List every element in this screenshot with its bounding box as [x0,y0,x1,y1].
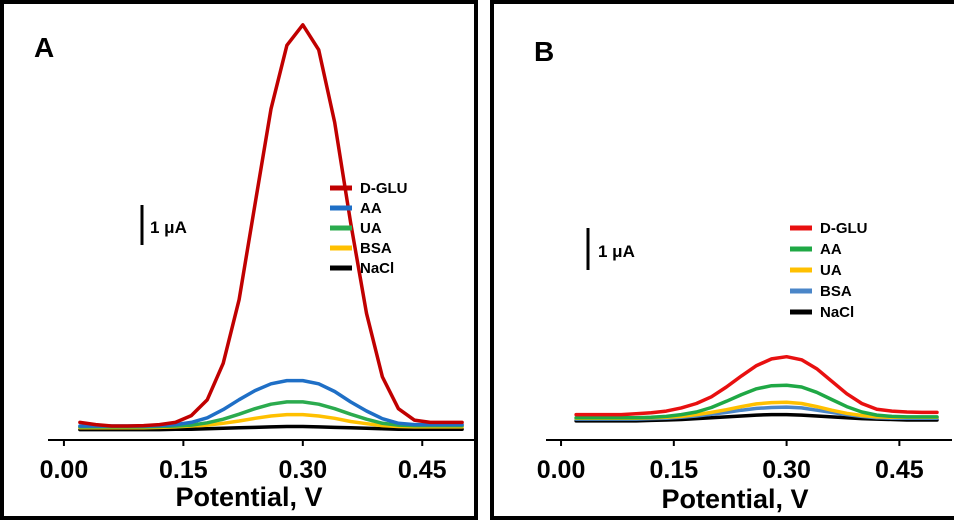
x-tick-label: 0.30 [278,456,327,484]
legend-label: NaCl [360,260,394,277]
panel-label-b: B [534,36,555,67]
x-tick-label: 0.15 [649,456,698,484]
x-tick-label: 0.15 [159,456,208,484]
panel-label-a: A [34,32,55,63]
series-line-d-glu [574,354,939,417]
x-tick-label: 0.45 [398,456,447,484]
x-tick-label: 0.00 [40,456,89,484]
legend-label: AA [360,200,382,217]
legend-label: BSA [820,283,852,300]
legend-label: UA [820,262,842,279]
legend-label: D-GLU [820,220,868,237]
x-axis-title: Potential, V [661,484,808,514]
legend-label: AA [820,241,842,258]
chart-a: 0.00 0.15 0.30 0.45 Potential, V D-GLU AA UA BSA… [40,23,478,512]
x-axis-title: Potential, V [175,482,322,512]
x-tick-label: 0.00 [537,456,586,484]
series-line-nacl [78,424,464,432]
x-tick-label: 0.45 [875,456,924,484]
scale-bar-label: 1 μA [150,218,187,237]
legend-label: UA [360,220,382,237]
panel-a: A 0.00 0.15 0.30 0.45 Potential, V D-GLU AA UA B… [0,0,478,520]
x-tick-label: 0.30 [762,456,811,484]
panel-b: B 0.00 0.15 0.30 0.45 Potential, V D-GLU AA UA B… [490,0,954,520]
series-line-aa [574,383,939,420]
legend-label: D-GLU [360,180,408,197]
legend-label: NaCl [820,304,854,321]
chart-b: 0.00 0.15 0.30 0.45 Potential, V D-GLU AA UA BSA… [537,220,952,514]
legend-label: BSA [360,240,392,257]
series-line-d-glu [78,23,464,428]
scale-bar-label: 1 μA [598,242,635,261]
